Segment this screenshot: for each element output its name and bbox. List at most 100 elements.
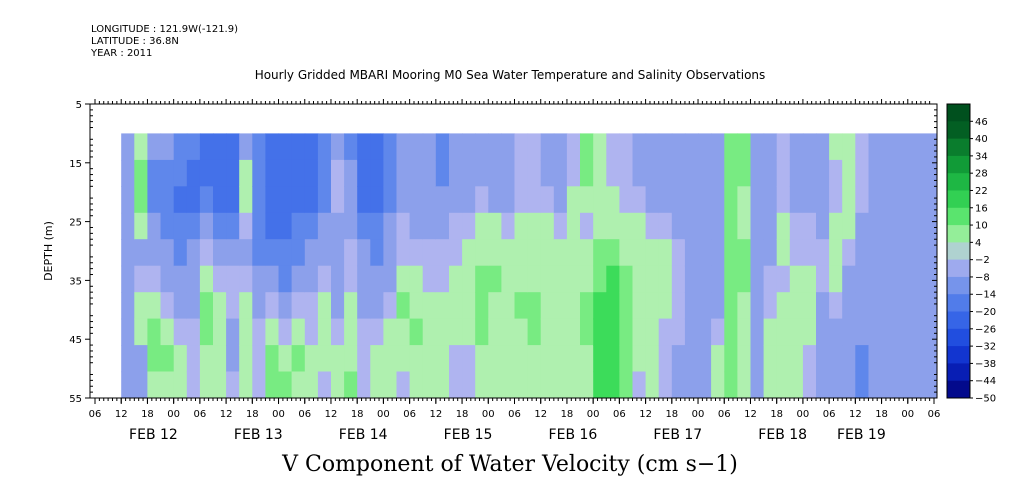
heatmap-cell [593, 133, 607, 161]
heatmap-cell [501, 239, 516, 267]
heatmap-cell [514, 265, 529, 293]
heatmap-cell [147, 133, 162, 161]
heatmap-cell [632, 318, 647, 346]
heatmap-cell [645, 186, 660, 214]
heatmap-cell [462, 159, 476, 187]
x-tick-label: 00 [797, 409, 810, 420]
heatmap-cell [711, 345, 725, 373]
heatmap-cell [435, 371, 450, 398]
heatmap-cell [252, 186, 266, 214]
colorbar-label: −32 [975, 342, 996, 353]
heatmap-cell [291, 318, 306, 346]
heatmap-cell [435, 133, 450, 161]
heatmap-cell [317, 212, 332, 240]
heatmap-cell [842, 292, 856, 320]
heatmap-cell [475, 265, 489, 293]
heatmap-cell [868, 212, 937, 240]
x-tick-label: 06 [89, 409, 102, 420]
chart-title: Hourly Gridded MBARI Mooring M0 Sea Wate… [254, 68, 766, 82]
heatmap-cell [776, 265, 791, 293]
heatmap-cell [553, 133, 568, 161]
heatmap-cell [776, 292, 791, 320]
heatmap-cell [134, 318, 148, 346]
heatmap-cell [357, 212, 371, 240]
heatmap-cell [501, 318, 516, 346]
heatmap-cell [671, 345, 686, 373]
heatmap-cell [593, 345, 607, 373]
heatmap-cell [422, 292, 437, 320]
heatmap-cell [855, 186, 869, 214]
heatmap-cell [278, 133, 293, 161]
heatmap-cell [344, 371, 358, 398]
heatmap-cell [409, 133, 424, 161]
heatmap-cell [488, 133, 502, 161]
heatmap-cell [750, 239, 765, 267]
heatmap-cell [317, 318, 332, 346]
heatmap-cell [435, 212, 450, 240]
heatmap-cell [842, 159, 856, 187]
heatmap-cell [501, 133, 516, 161]
x-tick-label: 18 [141, 409, 154, 420]
heatmap-cell [580, 133, 594, 161]
heatmap-cell [396, 318, 411, 346]
heatmap-cell [658, 159, 673, 187]
heatmap-cell [737, 159, 752, 187]
x-tick-label: 00 [482, 409, 495, 420]
heatmap-cell [449, 371, 463, 398]
heatmap-cell [435, 345, 450, 373]
heatmap-cell [671, 265, 686, 293]
heatmap-cell [684, 239, 699, 267]
heatmap-cell [566, 265, 581, 293]
heatmap-cell [252, 371, 266, 398]
heatmap-cell [396, 159, 411, 187]
heatmap-cell [855, 265, 869, 293]
heatmap-cell [802, 133, 817, 161]
heatmap-cell [278, 371, 293, 398]
date-label: FEB 12 [129, 427, 178, 443]
colorbar-label: −8 [975, 272, 990, 283]
y-tick-label: 35 [69, 276, 82, 287]
heatmap-cell [370, 159, 384, 187]
heatmap-cell [750, 371, 765, 398]
heatmap-cell [842, 212, 856, 240]
heatmap-cell [698, 212, 712, 240]
heatmap-cell [291, 265, 306, 293]
heatmap-cell [632, 371, 647, 398]
heatmap-cells [121, 133, 937, 398]
colorbar-segment [947, 155, 970, 174]
heatmap-cell [514, 292, 529, 320]
colorbar-label: −44 [975, 376, 996, 387]
x-tick-label: 18 [246, 409, 259, 420]
heatmap-cell [698, 239, 712, 267]
heatmap-cell [239, 318, 253, 346]
heatmap-cell [501, 345, 516, 373]
x-tick-label: 06 [613, 409, 626, 420]
heatmap-cell [763, 265, 778, 293]
heatmap-cell [317, 265, 332, 293]
heatmap-cell [855, 159, 869, 187]
heatmap-cell [527, 186, 542, 214]
heatmap-cell [737, 371, 752, 398]
heatmap-cell [383, 212, 398, 240]
heatmap-cell [593, 371, 607, 398]
heatmap-cell [304, 133, 319, 161]
heatmap-cell [501, 212, 516, 240]
heatmap-cell [357, 292, 371, 320]
heatmap-cell [553, 186, 568, 214]
heatmap-cell [750, 345, 765, 373]
heatmap-cell [724, 186, 738, 214]
heatmap-cell [619, 239, 634, 267]
heatmap-cell [514, 186, 529, 214]
heatmap-cell [776, 159, 791, 187]
year-label: YEAR : 2011 [91, 48, 153, 59]
heatmap-cell [514, 371, 529, 398]
heatmap-cell [619, 371, 634, 398]
heatmap-cell [357, 133, 371, 161]
heatmap-cell [147, 186, 162, 214]
colorbar-label: 40 [975, 134, 988, 145]
heatmap-cell [671, 371, 686, 398]
heatmap-cell [239, 265, 253, 293]
heatmap-cell [226, 212, 240, 240]
heatmap-cell [671, 212, 686, 240]
x-tick-label: 12 [115, 409, 128, 420]
